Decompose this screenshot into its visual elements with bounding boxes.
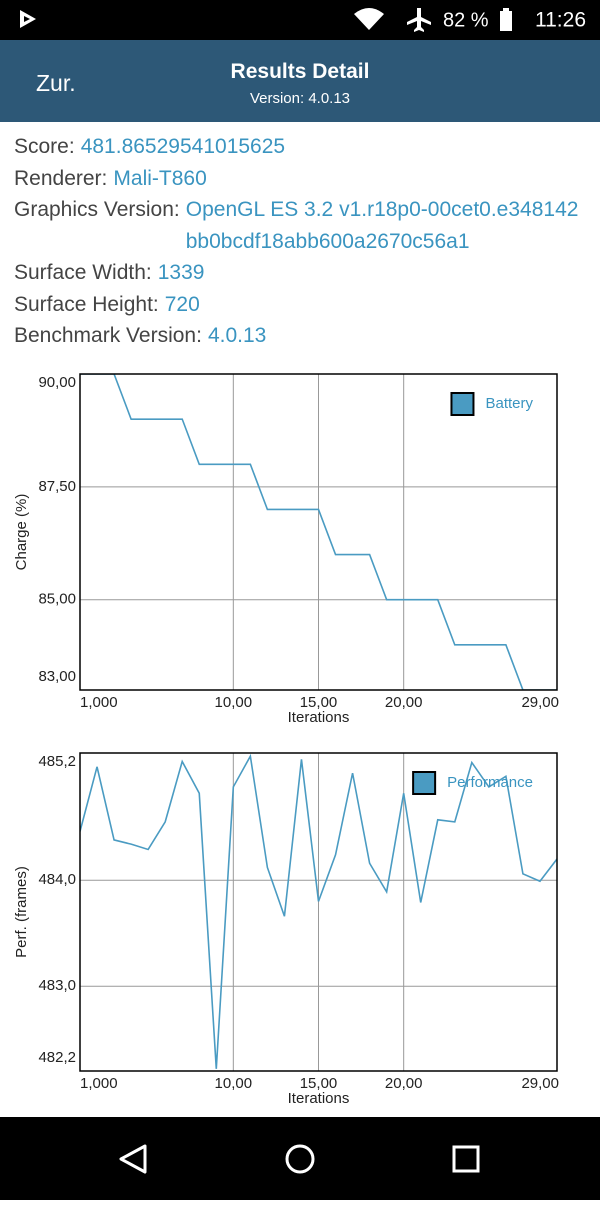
- detail-label: Score:: [14, 135, 75, 158]
- battery-icon: [500, 11, 512, 31]
- x-tick-label: 10,00: [215, 1075, 253, 1092]
- detail-value: 720: [164, 292, 200, 316]
- y-tick-label: 482,2: [38, 1049, 76, 1066]
- airplane-icon: [407, 8, 431, 32]
- back-key[interactable]: [119, 1144, 147, 1174]
- detail-value: 481.86529541015625: [80, 135, 286, 158]
- battery-tip: [503, 8, 509, 11]
- clock: 11:26: [535, 9, 586, 32]
- y-tick-label: 485,2: [38, 753, 76, 770]
- legend-label: Performance: [447, 774, 533, 791]
- x-tick-label: 20,00: [385, 694, 423, 711]
- x-tick-label: 1,000: [80, 694, 118, 711]
- home-key[interactable]: [285, 1144, 315, 1174]
- back-button[interactable]: Zur.: [36, 70, 76, 96]
- detail-row: Surface Height: 720: [14, 289, 589, 321]
- y-tick-label: 483,0: [38, 977, 76, 994]
- battery-percent: 82 %: [443, 9, 489, 31]
- y-tick-label: 87,50: [38, 478, 76, 495]
- nav-icons: [119, 1144, 480, 1174]
- x-axis-title: Iterations: [288, 709, 350, 726]
- detail-value: Mali-T860: [113, 166, 207, 190]
- status-icons: 82 % 11:26: [20, 8, 586, 32]
- charts: 83,00 85,00 87,50 90,00 1,000 10,00 15,00 20,00…: [13, 373, 559, 1107]
- legend-swatch: [450, 392, 475, 416]
- title: Results Detail: [230, 60, 370, 83]
- detail-label: Graphics Version:: [14, 198, 180, 221]
- detail-label: Surface Height:: [14, 292, 159, 316]
- y-tick-label: 85,00: [38, 591, 76, 608]
- recents-key[interactable]: [452, 1145, 480, 1173]
- detail-row: Benchmark Version: 4.0.13: [14, 320, 589, 352]
- store-icon: [20, 10, 36, 28]
- app-bar: Zur. Results Detail Version: 4.0.13: [0, 40, 600, 122]
- detail-row: Score: 481.86529541015625: [14, 131, 589, 163]
- x-tick-label: 29,00: [521, 694, 559, 711]
- plot-frame: [79, 373, 558, 691]
- x-tick-label: 29,00: [521, 1075, 559, 1092]
- wifi-icon: [354, 8, 384, 30]
- x-axis-title: Iterations: [288, 1090, 350, 1107]
- x-tick-label: 10,00: [215, 694, 253, 711]
- plot-frame: [79, 752, 558, 1072]
- x-tick-label: 15,00: [300, 694, 338, 711]
- detail-row: Surface Width: 1339: [14, 257, 589, 289]
- detail-label: Benchmark Version:: [14, 324, 202, 347]
- nav-bar: [0, 1117, 600, 1200]
- detail-row: Renderer: Mali-T860: [14, 163, 589, 195]
- y-axis-title: Charge (%): [13, 494, 30, 571]
- y-axis-title: Perf. (frames): [13, 866, 30, 958]
- legend-swatch: [412, 771, 437, 795]
- y-tick-label: 83,00: [38, 668, 76, 685]
- x-tick-label: 1,000: [80, 1075, 118, 1092]
- y-tick-label: 90,00: [38, 374, 76, 391]
- detail-value: 1339: [157, 261, 205, 284]
- detail-value: OpenGL ES 3.2 v1.r18p0-00cet0.e348142bb0…: [185, 198, 579, 253]
- data-line: [80, 374, 557, 690]
- y-tick-label: 484,0: [38, 871, 76, 888]
- detail-label: Surface Width:: [14, 261, 152, 284]
- x-tick-label: 15,00: [300, 1075, 338, 1092]
- detail-value: 4.0.13: [207, 324, 267, 347]
- detail-label: Renderer:: [14, 166, 108, 190]
- status-bar: 82 % 11:26: [0, 0, 600, 40]
- x-tick-label: 20,00: [385, 1075, 423, 1092]
- subtitle: Version: 4.0.13: [249, 90, 351, 107]
- data-line: [80, 753, 557, 1069]
- detail-row: Graphics Version: OpenGL ES 3.2 v1.r18p0-…: [14, 194, 589, 257]
- details: Score: 481.86529541015625 Renderer: Mali-T8…: [14, 131, 589, 352]
- legend-label: Battery: [485, 395, 533, 412]
